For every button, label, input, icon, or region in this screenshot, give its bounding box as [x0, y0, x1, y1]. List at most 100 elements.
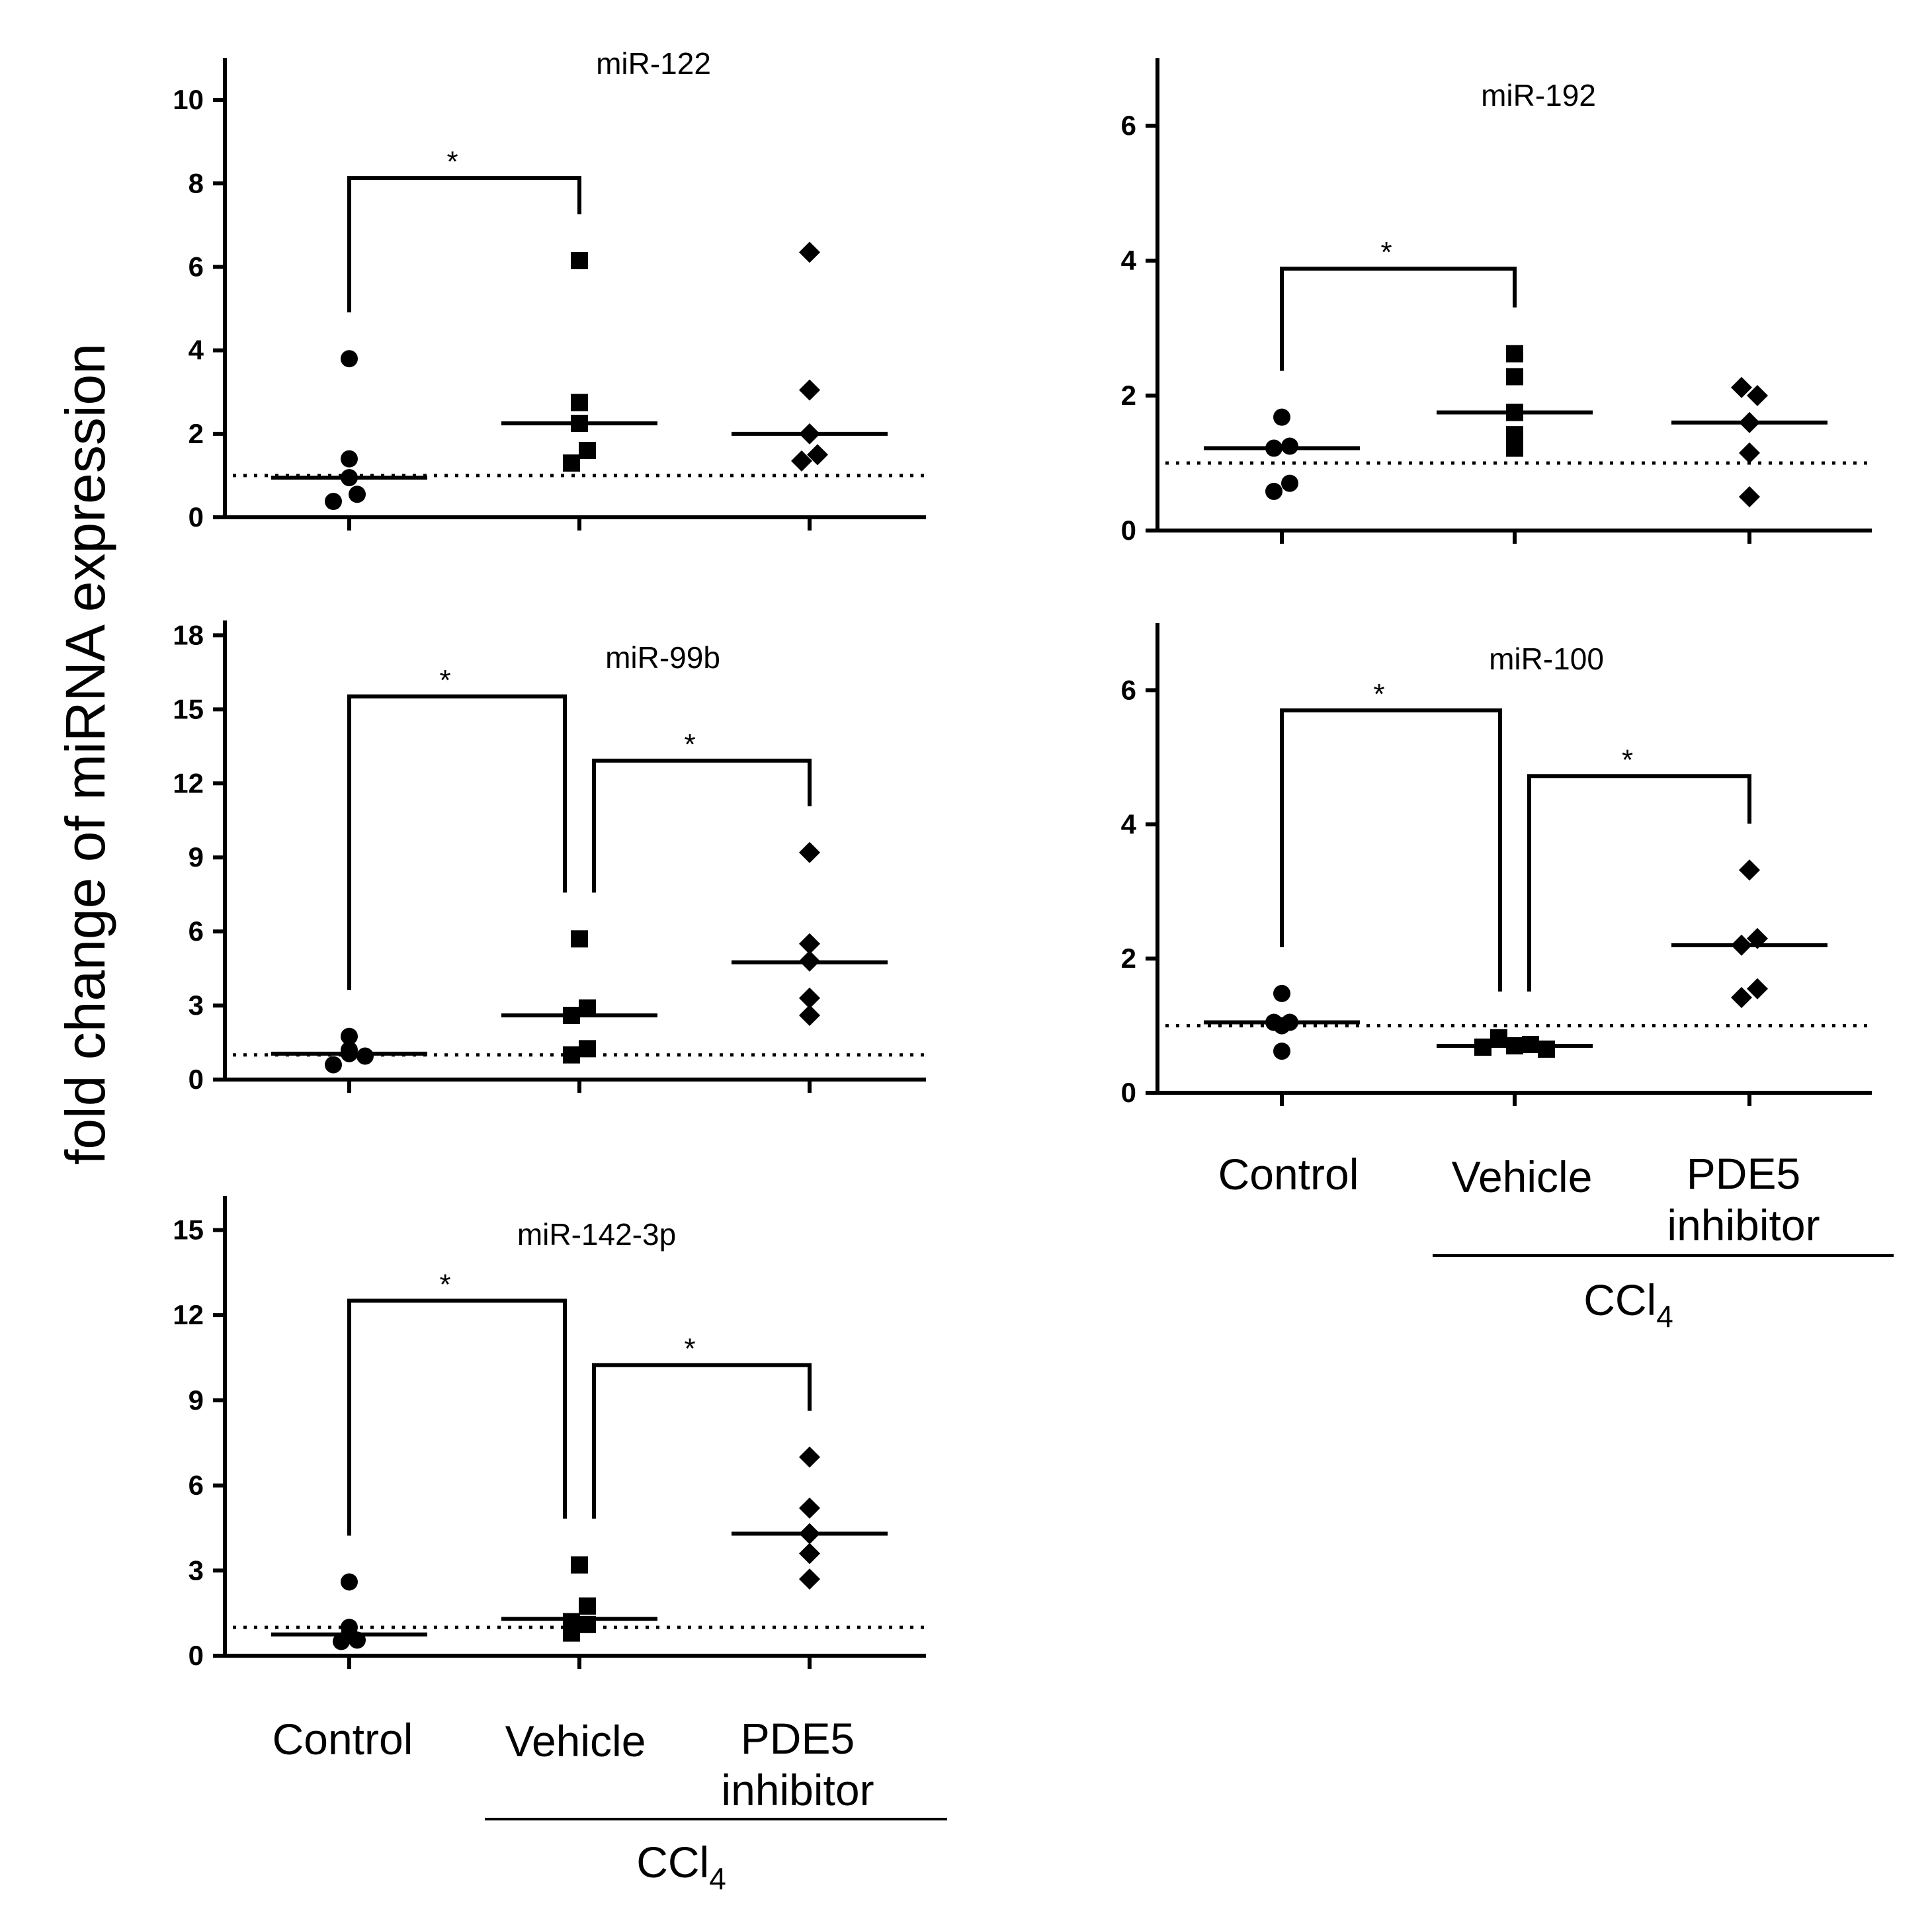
left-group-labels: Control Vehicle PDE5 inhibitor CCl4 [273, 1714, 947, 1896]
data-point [1273, 984, 1290, 1002]
data-point [1273, 408, 1290, 426]
data-point [563, 1006, 580, 1024]
data-point [341, 450, 358, 468]
data-point [807, 444, 828, 466]
y-tick-label: 6 [189, 251, 204, 282]
y-tick-label: 12 [173, 767, 204, 798]
data-point [799, 933, 820, 955]
y-tick-label: 15 [173, 1214, 204, 1245]
significance-star: * [1622, 744, 1633, 776]
data-point [341, 469, 358, 487]
right-group-labels: Control Vehicle PDE5 inhibitor CCl4 [1218, 1149, 1894, 1334]
data-point [571, 251, 588, 269]
data-point [579, 1615, 596, 1633]
data-point [799, 1446, 820, 1468]
data-point [341, 1044, 358, 1062]
data-point [1747, 385, 1768, 406]
panel-title: miR-100 [1489, 642, 1604, 676]
y-tick-label: 0 [189, 1640, 204, 1671]
data-point [563, 1046, 580, 1064]
data-point [791, 450, 812, 472]
data-point [1281, 437, 1298, 455]
data-point [1739, 486, 1760, 507]
data-point [1731, 986, 1752, 1008]
significance-bracket [592, 1363, 812, 1519]
data-point [1265, 482, 1282, 500]
data-point [341, 1573, 358, 1591]
significance-bracket [1280, 708, 1502, 992]
treatment-label: CCl4 [636, 1838, 726, 1896]
significance-star: * [1380, 236, 1392, 269]
y-tick-label: 6 [189, 1470, 204, 1501]
data-point [571, 1556, 588, 1574]
data-point [579, 1040, 596, 1058]
panel-mir100: miR-100 0 2 4 6 * * [1121, 623, 1872, 1108]
data-point [1273, 1017, 1290, 1035]
data-point [579, 442, 596, 460]
significance-bracket [592, 758, 812, 893]
y-tick-label: 18 [173, 619, 204, 650]
data-point [341, 1625, 358, 1643]
treatment-label-main: CCl [636, 1838, 709, 1887]
data-point [799, 379, 820, 401]
data-point [799, 987, 820, 1009]
data-point [1747, 927, 1768, 949]
y-tick-label: 4 [1121, 808, 1137, 839]
y-tick-label: 9 [189, 1384, 204, 1416]
y-tick-label: 15 [173, 693, 204, 724]
significance-star: * [1373, 678, 1384, 710]
data-point [357, 1047, 374, 1065]
significance-bracket [1527, 774, 1751, 992]
y-tick-label: 2 [189, 418, 204, 449]
data-point [799, 1004, 820, 1026]
treatment-label-subscript: 4 [1656, 1299, 1673, 1334]
data-point [571, 415, 588, 433]
data-point [799, 841, 820, 863]
significance-bracket [347, 1299, 567, 1536]
data-point [1273, 1043, 1290, 1060]
panel-title: miR-192 [1481, 78, 1596, 112]
data-point [1538, 1041, 1555, 1058]
panel-mir192: miR-192 0 2 4 6 * [1121, 58, 1872, 546]
data-point [799, 950, 820, 972]
treatment-label-subscript: 4 [709, 1861, 726, 1896]
data-point [1522, 1035, 1539, 1053]
data-point [1731, 376, 1752, 398]
data-point [1506, 345, 1523, 362]
y-tick-label: 6 [1121, 110, 1136, 141]
data-point [799, 423, 820, 445]
data-point [1506, 368, 1523, 386]
y-tick-label: 3 [189, 990, 204, 1021]
group-label-vehicle: Vehicle [505, 1717, 646, 1766]
treatment-label-main: CCl [1583, 1275, 1656, 1324]
group-label-pde5: PDE5 [741, 1714, 855, 1763]
significance-star: * [446, 146, 458, 178]
y-tick-label: 0 [1121, 1077, 1136, 1108]
y-tick-label: 0 [189, 501, 204, 532]
data-point [1506, 439, 1523, 457]
y-tick-label: 6 [189, 916, 204, 947]
significance-star: * [684, 1333, 695, 1365]
data-point [799, 241, 820, 263]
y-tick-label: 10 [173, 84, 204, 115]
significance-star: * [439, 664, 450, 697]
significance-bracket [1280, 267, 1517, 371]
y-tick-label: 4 [189, 335, 204, 366]
significance-bracket [347, 176, 581, 313]
data-point [799, 1543, 820, 1564]
group-label-control: Control [273, 1715, 413, 1764]
data-point [325, 493, 342, 511]
data-point [1506, 1037, 1523, 1054]
data-point [1739, 859, 1760, 881]
y-tick-label: 0 [1121, 515, 1136, 546]
data-point [1506, 404, 1523, 421]
data-point [799, 1568, 820, 1590]
y-tick-label: 4 [1121, 245, 1137, 276]
data-point [1490, 1029, 1507, 1046]
data-point [799, 1523, 820, 1545]
data-point [579, 999, 596, 1017]
y-tick-label: 2 [1121, 943, 1136, 974]
y-tick-label: 3 [189, 1555, 204, 1586]
y-axis-label: fold change of miRNA expression [54, 343, 116, 1165]
panel-title: miR-99b [605, 640, 720, 675]
